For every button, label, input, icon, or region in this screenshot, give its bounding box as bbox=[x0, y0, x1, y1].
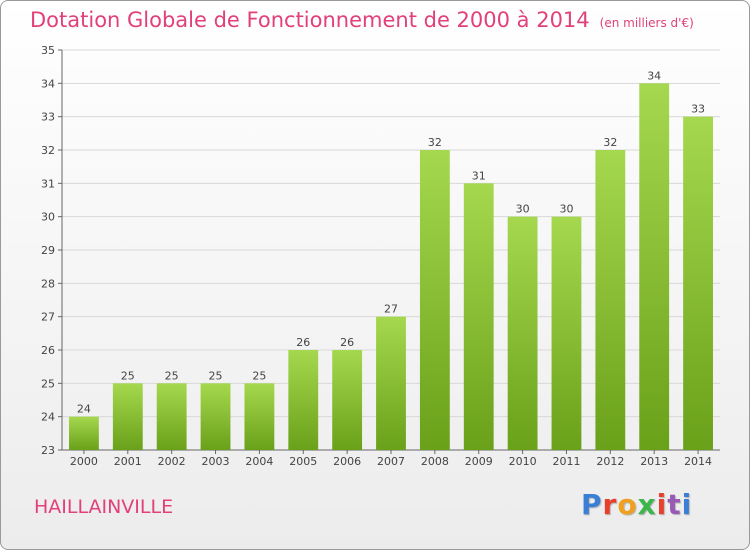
bar bbox=[639, 83, 670, 450]
y-tick-label: 29 bbox=[41, 244, 55, 257]
bar-value-label: 26 bbox=[340, 336, 354, 349]
bar-value-label: 25 bbox=[209, 369, 223, 382]
bars-group bbox=[69, 83, 713, 451]
bar bbox=[244, 383, 275, 450]
bar bbox=[595, 150, 626, 450]
bar bbox=[419, 150, 450, 450]
commune-name: HAILLAINVILLE bbox=[34, 496, 174, 518]
x-tick-label: 2011 bbox=[552, 455, 580, 468]
y-tick-label: 28 bbox=[41, 277, 55, 290]
y-tick-label: 27 bbox=[41, 311, 55, 324]
chart-subtitle: (en milliers d'€) bbox=[599, 16, 694, 30]
x-tick-label: 2012 bbox=[596, 455, 624, 468]
x-tick-label: 2007 bbox=[377, 455, 405, 468]
y-tick-label: 24 bbox=[41, 411, 55, 424]
x-tick-label: 2008 bbox=[421, 455, 449, 468]
bar-value-label: 30 bbox=[559, 203, 573, 216]
y-tick-label: 32 bbox=[41, 144, 55, 157]
x-tick-label: 2002 bbox=[158, 455, 186, 468]
bar-value-label: 32 bbox=[428, 136, 442, 149]
logo-letter: x bbox=[637, 488, 657, 521]
y-tick-label: 30 bbox=[41, 211, 55, 224]
bar bbox=[112, 383, 143, 450]
x-tick-label: 2014 bbox=[684, 455, 712, 468]
x-tick-label: 2010 bbox=[509, 455, 537, 468]
logo-letter: r bbox=[602, 488, 618, 521]
chart-title: Dotation Globale de Fonctionnement de 20… bbox=[30, 8, 694, 32]
y-tick-label: 31 bbox=[41, 177, 55, 190]
bar-value-label: 33 bbox=[691, 103, 705, 116]
x-tick-label: 2005 bbox=[289, 455, 317, 468]
bar-value-label: 25 bbox=[165, 369, 179, 382]
logo-letter: i bbox=[681, 488, 693, 521]
y-tick-label: 34 bbox=[41, 77, 55, 90]
x-tick-label: 2004 bbox=[245, 455, 273, 468]
bar bbox=[288, 350, 319, 450]
bar-value-label: 32 bbox=[603, 136, 617, 149]
x-tick-label: 2000 bbox=[70, 455, 98, 468]
y-tick-label: 26 bbox=[41, 344, 55, 357]
value-labels: 24 25 25 25 25 26 26 27 32 31 30 30 32 34 33 bbox=[77, 69, 705, 415]
bar-value-label: 26 bbox=[296, 336, 310, 349]
bar bbox=[332, 350, 363, 450]
logo-letter: i bbox=[656, 488, 668, 521]
bar-value-label: 25 bbox=[252, 369, 266, 382]
logo-letter: t bbox=[667, 488, 682, 521]
bar bbox=[463, 183, 494, 451]
bar-value-label: 24 bbox=[77, 403, 91, 416]
x-tick-label: 2006 bbox=[333, 455, 361, 468]
logo-letter: P bbox=[581, 488, 603, 521]
bar bbox=[507, 216, 538, 450]
y-tick-label: 25 bbox=[41, 377, 55, 390]
bar-value-label: 25 bbox=[121, 369, 135, 382]
bar bbox=[69, 416, 99, 450]
bar-value-label: 34 bbox=[647, 69, 661, 82]
bar-value-label: 30 bbox=[516, 203, 530, 216]
bar-value-label: 31 bbox=[472, 169, 486, 182]
bar bbox=[376, 316, 406, 450]
title-text: Dotation Globale de Fonctionnement de 20… bbox=[30, 8, 590, 32]
y-tick-label: 23 bbox=[41, 444, 55, 457]
x-tick-label: 2001 bbox=[114, 455, 142, 468]
bar bbox=[200, 383, 231, 450]
logo-letter: o bbox=[617, 488, 638, 521]
x-tick-label: 2009 bbox=[465, 455, 493, 468]
y-tick-label: 35 bbox=[41, 44, 55, 57]
bar-value-label: 27 bbox=[384, 303, 398, 316]
proxiti-logo: Proxiti bbox=[581, 488, 692, 521]
bar bbox=[551, 216, 582, 450]
bar bbox=[156, 383, 187, 450]
y-tick-label: 33 bbox=[41, 111, 55, 124]
x-tick-label: 2003 bbox=[202, 455, 230, 468]
axes: 23 24 25 26 27 28 29 30 31 32 33 34 35 2000 2001 2002 20… bbox=[41, 44, 720, 468]
bar bbox=[683, 116, 713, 451]
x-tick-label: 2013 bbox=[640, 455, 668, 468]
